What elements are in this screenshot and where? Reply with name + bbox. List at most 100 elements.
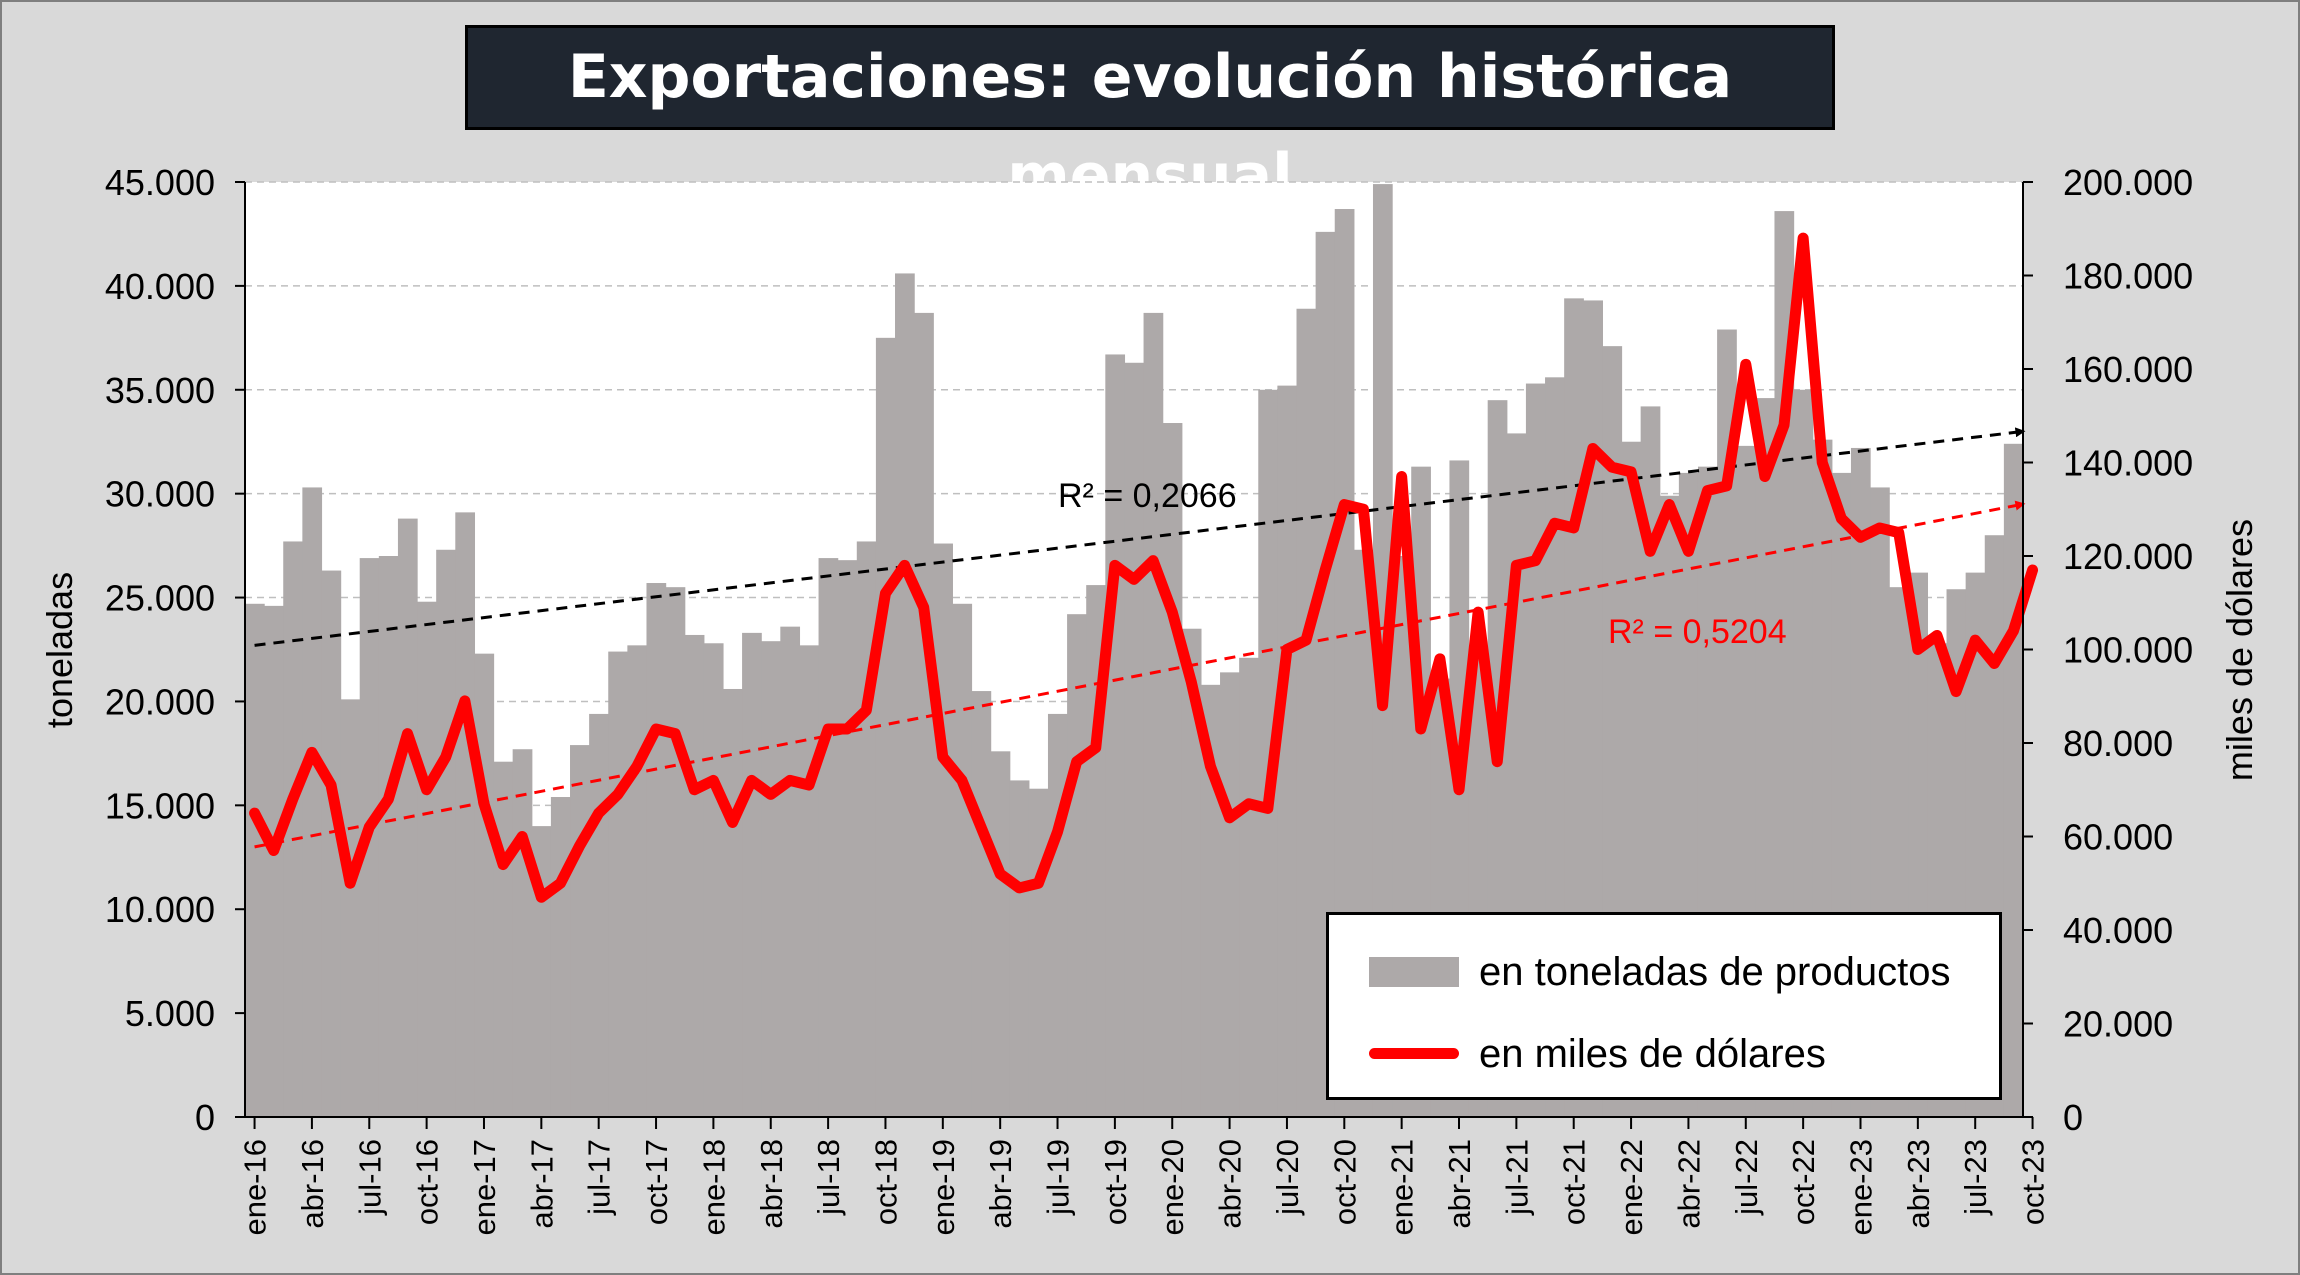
y2-tick-label: 20.000 [2063, 1004, 2173, 1045]
bar [952, 603, 973, 1117]
bar [1181, 628, 1202, 1117]
x-tick-label: oct-22 [1786, 1139, 1821, 1225]
bar [1009, 780, 1030, 1117]
bar [283, 541, 303, 1117]
y2-tick-label: 40.000 [2063, 910, 2173, 951]
y2-tick-label: 200.000 [2063, 162, 2193, 203]
x-tick-label: jul-23 [1958, 1139, 1993, 1216]
legend-label-dolares: en miles de dólares [1479, 1032, 1826, 1076]
trendline-dolares [254, 500, 2026, 849]
y-tick-label: 0 [195, 1097, 215, 1138]
bar [302, 487, 323, 1117]
bar [684, 634, 705, 1117]
bar [321, 570, 342, 1117]
y2-tick-label: 180.000 [2063, 256, 2193, 297]
x-tick-label: jul-19 [1041, 1139, 1076, 1216]
bar [512, 749, 533, 1117]
legend-swatch-line [1369, 1048, 1459, 1059]
x-tick-label: ene-21 [1385, 1139, 1420, 1236]
bar [1124, 362, 1145, 1117]
bar [378, 556, 399, 1117]
x-tick-label: jul-17 [582, 1139, 617, 1216]
bar [895, 273, 915, 1117]
bar [627, 645, 648, 1117]
bar [436, 549, 456, 1117]
line-dolares [249, 232, 2039, 903]
bar [856, 541, 877, 1117]
line-series [249, 232, 2039, 903]
x-tick-label: abr-20 [1213, 1139, 1248, 1229]
x-tick-label: abr-18 [754, 1139, 789, 1229]
bar [1047, 713, 1068, 1117]
y-tick-label: 5.000 [125, 993, 215, 1034]
y-tick-label: 10.000 [105, 889, 215, 930]
x-tick-label: ene-18 [696, 1139, 731, 1236]
bar [665, 587, 686, 1117]
y-tick-label: 35.000 [105, 370, 215, 411]
bar [1067, 614, 1087, 1117]
x-tick-label: ene-17 [467, 1139, 502, 1236]
y2-tick-label: 160.000 [2063, 349, 2193, 390]
r2-label-dolares: R² = 0,5204 [1608, 613, 1787, 651]
bar [2003, 443, 2024, 1117]
x-tick-label: ene-19 [926, 1139, 961, 1236]
x-tick-label: oct-17 [639, 1139, 674, 1225]
bar [799, 645, 820, 1117]
x-tick-label: oct-18 [868, 1139, 903, 1225]
bar [493, 761, 514, 1117]
legend-swatch-bar [1369, 957, 1459, 987]
r2-label-toneladas: R² = 0,2066 [1058, 477, 1237, 515]
bar [1334, 209, 1355, 1117]
x-tick-label: oct-19 [1098, 1139, 1133, 1225]
x-tick-label: jul-20 [1270, 1139, 1305, 1216]
x-tick-label: jul-22 [1729, 1139, 1764, 1216]
bar [761, 641, 781, 1117]
axis-labels: 0 5.000 10.000 15.000 20.000 25.000 30.000 35.0… [39, 162, 2260, 1236]
x-tick-label: ene-20 [1155, 1139, 1190, 1236]
bar [1162, 423, 1183, 1117]
bar [1258, 389, 1278, 1117]
bar [455, 512, 476, 1117]
bar [340, 699, 361, 1117]
y2-tick-label: 120.000 [2063, 536, 2193, 577]
y-tick-label: 30.000 [105, 474, 215, 515]
y2-tick-label: 0 [2063, 1097, 2083, 1138]
bar [245, 603, 265, 1117]
y2-tick-label: 100.000 [2063, 630, 2193, 671]
x-tick-label: jul-16 [352, 1139, 387, 1216]
x-tick-label: abr-23 [1901, 1139, 1936, 1229]
bar [570, 745, 590, 1117]
y-tick-label: 40.000 [105, 266, 215, 307]
bar [1105, 354, 1126, 1117]
y-tick-label: 25.000 [105, 578, 215, 619]
bar [818, 558, 839, 1117]
bar [1315, 231, 1336, 1117]
bar [1296, 308, 1317, 1117]
bar [1239, 657, 1259, 1117]
bar [1028, 788, 1049, 1117]
y-tick-label: 45.000 [105, 162, 215, 203]
y-tick-label: 20.000 [105, 681, 215, 722]
x-tick-label: abr-16 [295, 1139, 330, 1229]
x-tick-label: oct-16 [410, 1139, 445, 1225]
y-tick-label: 15.000 [105, 785, 215, 826]
x-tick-label: abr-17 [524, 1139, 559, 1229]
bar [971, 691, 992, 1117]
bar [933, 543, 953, 1117]
bar [742, 632, 762, 1117]
bar [875, 337, 896, 1117]
bar [474, 653, 495, 1117]
x-tick-label: oct-21 [1557, 1139, 1592, 1225]
x-tick-label: ene-16 [238, 1139, 273, 1236]
x-tick-label: oct-20 [1327, 1139, 1362, 1225]
bar [264, 605, 284, 1117]
bar [1220, 672, 1240, 1117]
bar [417, 601, 437, 1117]
legend-label-toneladas: en toneladas de productos [1479, 950, 1951, 994]
y2-tick-label: 60.000 [2063, 817, 2173, 858]
x-tick-label: abr-19 [983, 1139, 1018, 1229]
x-tick-label: abr-22 [1671, 1139, 1706, 1229]
axes [235, 181, 2034, 1129]
y2-tick-label: 140.000 [2063, 443, 2193, 484]
bar [1143, 312, 1164, 1117]
